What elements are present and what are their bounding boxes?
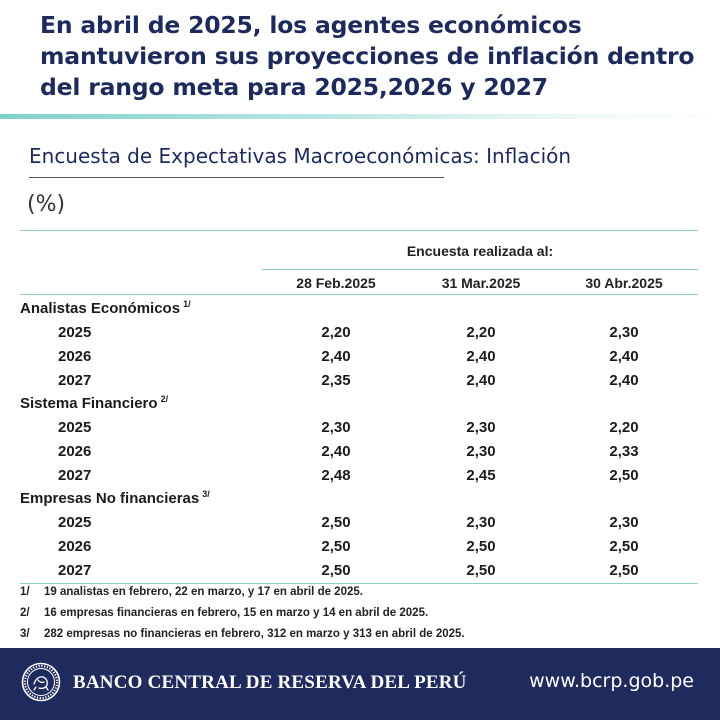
value-cell: 2,50: [321, 538, 351, 555]
value-cell: 2,30: [466, 514, 496, 531]
value-cell: 2,50: [466, 538, 496, 555]
table-bottom-rule: [20, 583, 698, 584]
column-header-feb: 28 Feb.2025: [296, 275, 376, 291]
year-cell: 2027: [58, 467, 92, 484]
value-cell: 2,50: [321, 514, 351, 531]
column-header-mar: 31 Mar.2025: [441, 275, 521, 291]
column-header-abr: 30 Abr.2025: [585, 275, 663, 291]
footnote-ref: 1/: [183, 299, 191, 309]
survey-header-rule: [262, 269, 698, 270]
year-cell: 2027: [58, 372, 92, 389]
footnote-number: 1/: [20, 586, 30, 598]
group-row-analistas: Analistas Económicos 1/: [0, 297, 720, 321]
value-cell: 2,40: [466, 348, 496, 365]
survey-header: Encuesta realizada al:: [406, 243, 554, 259]
bank-name: BANCO CENTRAL DE RESERVA DEL PERÚ: [73, 672, 467, 693]
headline-line-1: En abril de 2025, los agentes económicos: [40, 11, 582, 39]
website-link[interactable]: www.bcrp.gob.pe: [529, 670, 694, 692]
title-underline: [29, 177, 444, 178]
table-title: Encuesta de Expectativas Macroeconómicas…: [29, 144, 572, 168]
value-cell: 2,50: [321, 562, 351, 579]
footnote-text: 282 empresas no financieras en febrero, …: [44, 628, 465, 640]
year-cell: 2025: [58, 324, 92, 341]
year-cell: 2026: [58, 443, 92, 460]
footnote-ref: 3/: [202, 489, 210, 499]
headline-line-3: del rango meta para 2025,2026 y 2027: [40, 73, 548, 101]
footer-bar: BANCO CENTRAL DE RESERVA DEL PERÚ www.bc…: [0, 648, 720, 720]
group-label: Analistas Económicos 1/: [20, 299, 191, 317]
units-label: (%): [27, 192, 66, 217]
value-cell: 2,30: [466, 443, 496, 460]
value-cell: 2,40: [321, 348, 351, 365]
value-cell: 2,50: [609, 467, 639, 484]
table-top-rule: [20, 230, 698, 231]
value-cell: 2,50: [466, 562, 496, 579]
group-label: Sistema Financiero 2/: [20, 394, 169, 412]
table-row: 2026 2,40 2,40 2,40: [0, 345, 720, 369]
value-cell: 2,40: [609, 372, 639, 389]
year-cell: 2026: [58, 348, 92, 365]
value-cell: 2,30: [609, 514, 639, 531]
headline-line-2: mantuvieron sus proyecciones de inflació…: [40, 42, 695, 70]
value-cell: 2,20: [609, 419, 639, 436]
value-cell: 2,40: [321, 443, 351, 460]
value-cell: 2,20: [466, 324, 496, 341]
table-row: 2026 2,50 2,50 2,50: [0, 535, 720, 559]
column-header-rule: [20, 294, 698, 295]
footnote-number: 3/: [20, 628, 30, 640]
table-row: 2027 2,35 2,40 2,40: [0, 369, 720, 393]
value-cell: 2,30: [466, 419, 496, 436]
year-cell: 2025: [58, 419, 92, 436]
table-row: 2025 2,30 2,30 2,20: [0, 416, 720, 440]
group-row-empresas-no-financieras: Empresas No financieras 3/: [0, 487, 720, 511]
value-cell: 2,30: [609, 324, 639, 341]
value-cell: 2,33: [609, 443, 639, 460]
value-cell: 2,20: [321, 324, 351, 341]
group-row-sistema-financiero: Sistema Financiero 2/: [0, 392, 720, 416]
table-row: 2027 2,50 2,50 2,50: [0, 559, 720, 583]
table-row: 2025 2,50 2,30 2,30: [0, 511, 720, 535]
footnote-text: 19 analistas en febrero, 22 en marzo, y …: [44, 586, 363, 598]
value-cell: 2,40: [609, 348, 639, 365]
year-cell: 2025: [58, 514, 92, 531]
value-cell: 2,48: [321, 467, 351, 484]
value-cell: 2,35: [321, 372, 351, 389]
footnote-text: 16 empresas financieras en febrero, 15 e…: [44, 607, 429, 619]
headline: En abril de 2025, los agentes económicos…: [40, 10, 700, 103]
year-cell: 2026: [58, 538, 92, 555]
table-row: 2027 2,48 2,45 2,50: [0, 464, 720, 488]
value-cell: 2,40: [466, 372, 496, 389]
value-cell: 2,30: [321, 419, 351, 436]
footnote-ref: 2/: [160, 394, 169, 404]
value-cell: 2,50: [609, 562, 639, 579]
footnote-number: 2/: [20, 607, 30, 619]
value-cell: 2,45: [466, 467, 496, 484]
header-divider: [0, 114, 720, 119]
table-row: 2025 2,20 2,20 2,30: [0, 321, 720, 345]
table-row: 2026 2,40 2,30 2,33: [0, 440, 720, 464]
group-label: Empresas No financieras 3/: [20, 489, 210, 507]
year-cell: 2027: [58, 562, 92, 579]
value-cell: 2,50: [609, 538, 639, 555]
bcrp-seal-icon: [21, 662, 61, 702]
